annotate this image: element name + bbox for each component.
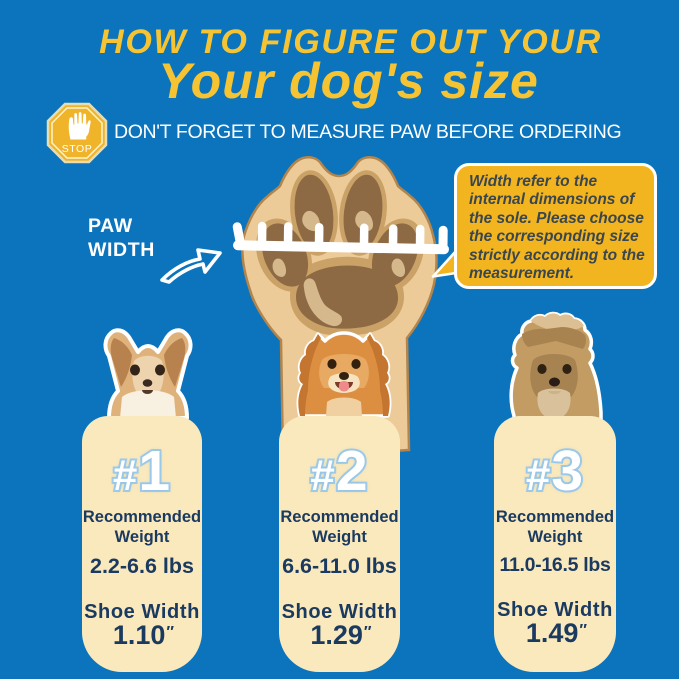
- svg-text:STOP: STOP: [62, 143, 92, 155]
